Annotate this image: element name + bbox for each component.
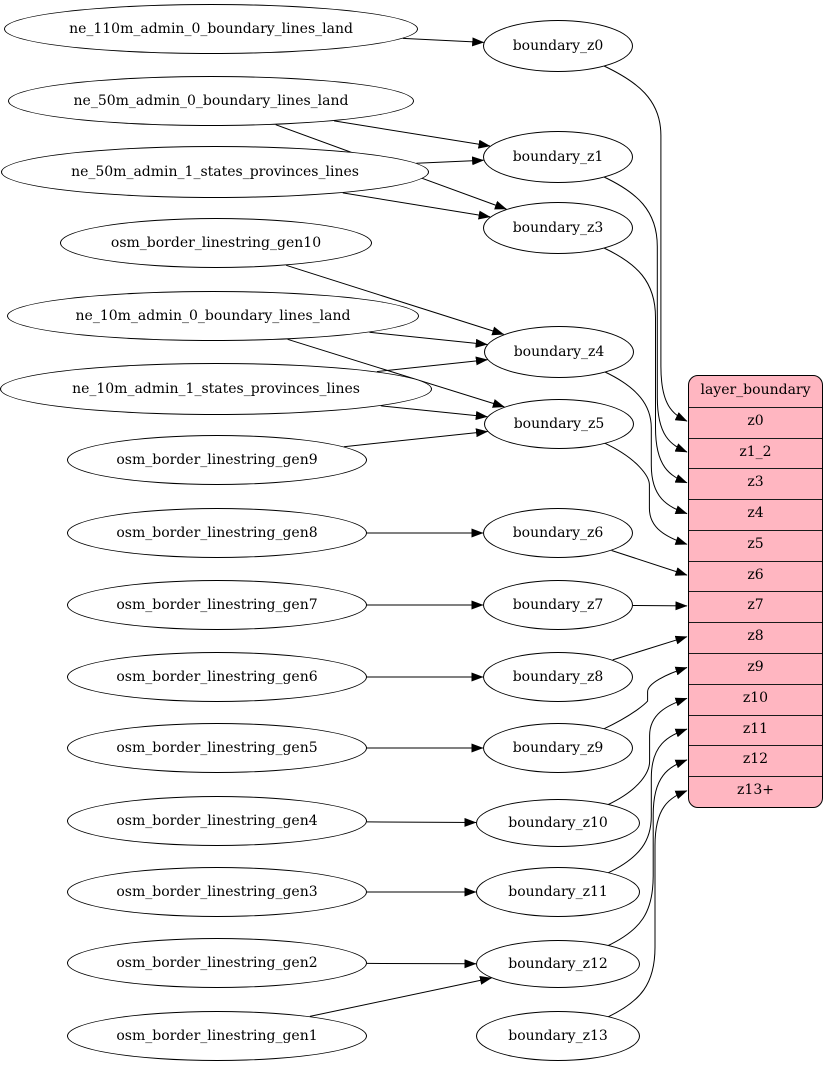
node-label: boundary_z9 xyxy=(512,740,604,756)
node-label: boundary_z10 xyxy=(508,815,608,831)
source-node-ne_10m_admin_0_boundary_lines_land: ne_10m_admin_0_boundary_lines_land xyxy=(7,291,419,341)
layer-row-z10: z10 xyxy=(689,683,822,715)
boundary-node-boundary_z12: boundary_z12 xyxy=(476,940,640,988)
boundary-node-boundary_z13: boundary_z13 xyxy=(476,1011,640,1061)
source-node-osm_border_linestring_gen2: osm_border_linestring_gen2 xyxy=(67,938,367,988)
edge-boundary_z13-row-z13plus xyxy=(606,790,688,1018)
edge-ne_10m_admin_0_boundary_lines_land-boundary_z5 xyxy=(287,338,505,408)
edge-osm_border_linestring_gen4-boundary_z10 xyxy=(366,817,477,827)
source-node-osm_border_linestring_gen6: osm_border_linestring_gen6 xyxy=(67,652,367,702)
node-label: osm_border_linestring_gen1 xyxy=(116,1028,318,1044)
layer-row-z5: z5 xyxy=(689,529,822,561)
node-label: boundary_z7 xyxy=(512,597,604,613)
node-label: boundary_z13 xyxy=(508,1028,608,1044)
node-label: ne_10m_admin_1_states_provinces_lines xyxy=(72,381,360,397)
layer-row-z7: z7 xyxy=(689,591,822,622)
node-label: boundary_z6 xyxy=(512,525,604,541)
edge-boundary_z12-row-z12 xyxy=(606,759,688,947)
boundary-node-boundary_z7: boundary_z7 xyxy=(483,580,633,630)
boundary-node-boundary_z11: boundary_z11 xyxy=(476,867,640,917)
layer-row-z11: z11 xyxy=(689,714,822,746)
boundary-node-boundary_z10: boundary_z10 xyxy=(476,799,640,847)
edge-boundary_z4-row-z4 xyxy=(603,371,688,515)
node-label: boundary_z1 xyxy=(512,149,604,165)
boundary-node-boundary_z1: boundary_z1 xyxy=(483,131,633,183)
source-node-ne_50m_admin_0_boundary_lines_land: ne_50m_admin_0_boundary_lines_land xyxy=(8,76,414,126)
layer-row-z9: z9 xyxy=(689,653,822,684)
node-label: boundary_z12 xyxy=(508,956,608,972)
edge-osm_border_linestring_gen1-boundary_z12 xyxy=(309,975,492,1017)
layer-row-z0: z0 xyxy=(689,406,822,438)
edge-ne_50m_admin_1_states_provinces_lines-boundary_z1 xyxy=(416,156,485,166)
edge-boundary_z10-row-z10 xyxy=(606,697,688,806)
node-label: osm_border_linestring_gen9 xyxy=(116,452,318,468)
source-node-osm_border_linestring_gen9: osm_border_linestring_gen9 xyxy=(67,435,367,485)
layer-row-z4: z4 xyxy=(689,499,822,530)
node-label: osm_border_linestring_gen6 xyxy=(116,669,318,685)
edge-osm_border_linestring_gen10-boundary_z4 xyxy=(286,264,505,336)
node-label: ne_50m_admin_0_boundary_lines_land xyxy=(73,93,349,109)
layer-row-z12: z12 xyxy=(689,745,822,776)
boundary-node-boundary_z5: boundary_z5 xyxy=(484,399,634,449)
edge-boundary_z1-row-z1_2 xyxy=(602,176,688,453)
node-label: osm_border_linestring_gen4 xyxy=(116,813,318,829)
source-node-osm_border_linestring_gen10: osm_border_linestring_gen10 xyxy=(60,218,372,268)
edge-ne_110m_admin_0_boundary_lines_land-boundary_z0 xyxy=(402,37,485,47)
source-node-osm_border_linestring_gen4: osm_border_linestring_gen4 xyxy=(67,796,367,846)
node-label: osm_border_linestring_gen5 xyxy=(116,740,318,756)
source-node-osm_border_linestring_gen7: osm_border_linestring_gen7 xyxy=(67,580,367,630)
layer-row-z8: z8 xyxy=(689,622,822,653)
layer-boundary-table-rows: z0 z1_2 z3 z4 z5 z6 z7 z8 z9 z10 z11 z12 z13+ xyxy=(689,406,822,807)
edge-ne_50m_admin_0_boundary_lines_land-boundary_z1 xyxy=(334,120,491,149)
layer-boundary-table: layer_boundary z0 z1_2 z3 z4 z5 z6 z7 z8 z9 z10 z1… xyxy=(688,375,823,808)
node-label: boundary_z8 xyxy=(512,669,604,685)
layer-row-z6: z6 xyxy=(689,560,822,592)
node-label: ne_50m_admin_1_states_provinces_lines xyxy=(71,164,359,180)
source-node-osm_border_linestring_gen8: osm_border_linestring_gen8 xyxy=(67,508,367,558)
node-label: osm_border_linestring_gen2 xyxy=(116,955,318,971)
node-label: boundary_z11 xyxy=(508,884,608,900)
node-label: boundary_z5 xyxy=(513,416,605,432)
layer-row-z1_2: z1_2 xyxy=(689,437,822,469)
edge-boundary_z11-row-z11 xyxy=(606,728,688,874)
node-label: ne_110m_admin_0_boundary_lines_land xyxy=(69,21,353,37)
edge-boundary_z8-row-z8 xyxy=(612,635,688,661)
node-label: osm_border_linestring_gen7 xyxy=(116,597,318,613)
layer-boundary-table-title: layer_boundary xyxy=(700,382,811,398)
edge-ne_50m_admin_1_states_provinces_lines-boundary_z3 xyxy=(342,192,491,220)
node-label: boundary_z0 xyxy=(512,38,604,54)
layer-row-z3: z3 xyxy=(689,468,822,499)
node-label: osm_border_linestring_gen10 xyxy=(110,235,322,251)
source-node-ne_50m_admin_1_states_provinces_lines: ne_50m_admin_1_states_provinces_lines xyxy=(1,146,429,198)
edge-ne_10m_admin_1_states_provinces_lines-boundary_z4 xyxy=(376,356,488,373)
node-label: boundary_z3 xyxy=(512,220,604,236)
edge-boundary_z9-row-z9 xyxy=(602,666,688,730)
edge-boundary_z5-row-z5 xyxy=(603,442,688,545)
edge-boundary_z0-row-z0 xyxy=(602,65,688,422)
edge-boundary_z6-row-z6 xyxy=(611,550,688,576)
layer-row-z13plus: z13+ xyxy=(689,776,822,807)
edge-ne_10m_admin_0_boundary_lines_land-boundary_z4 xyxy=(369,331,488,348)
node-label: osm_border_linestring_gen3 xyxy=(116,884,318,900)
source-node-osm_border_linestring_gen1: osm_border_linestring_gen1 xyxy=(67,1011,367,1061)
edge-ne_10m_admin_1_states_provinces_lines-boundary_z5 xyxy=(380,405,488,421)
boundary-node-boundary_z6: boundary_z6 xyxy=(483,508,633,558)
boundary-node-boundary_z8: boundary_z8 xyxy=(483,652,633,702)
source-node-osm_border_linestring_gen5: osm_border_linestring_gen5 xyxy=(67,723,367,773)
source-node-ne_110m_admin_0_boundary_lines_land: ne_110m_admin_0_boundary_lines_land xyxy=(4,4,418,54)
node-label: boundary_z4 xyxy=(513,344,605,360)
boundary-node-boundary_z4: boundary_z4 xyxy=(484,326,634,378)
node-label: ne_10m_admin_0_boundary_lines_land xyxy=(75,308,351,324)
boundary-node-boundary_z0: boundary_z0 xyxy=(483,20,633,72)
edge-boundary_z3-row-z3 xyxy=(602,247,688,484)
boundary-node-boundary_z9: boundary_z9 xyxy=(483,723,633,773)
edge-osm_border_linestring_gen9-boundary_z5 xyxy=(343,428,488,448)
node-label: osm_border_linestring_gen8 xyxy=(116,525,318,541)
boundary-node-boundary_z3: boundary_z3 xyxy=(483,202,633,254)
source-node-ne_10m_admin_1_states_provinces_lines: ne_10m_admin_1_states_provinces_lines xyxy=(0,363,432,415)
source-node-osm_border_linestring_gen3: osm_border_linestring_gen3 xyxy=(67,867,367,917)
